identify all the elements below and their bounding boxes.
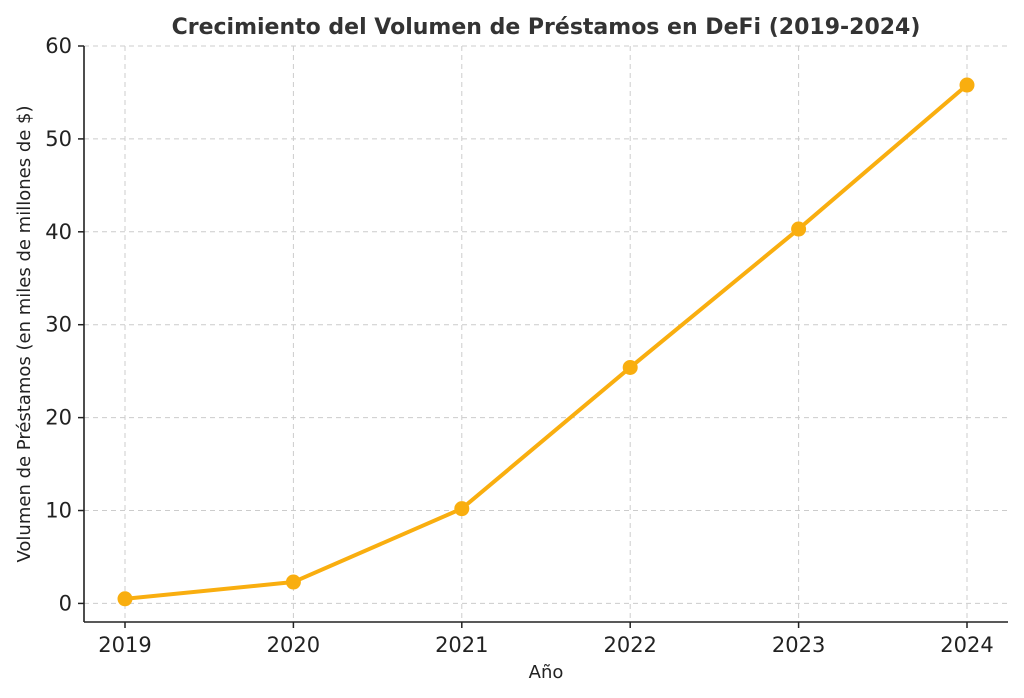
y-tick-label: 10: [45, 499, 72, 523]
data-point: [454, 501, 470, 517]
x-tick-label: 2023: [772, 633, 825, 657]
data-point: [791, 221, 807, 237]
y-tick-label: 0: [59, 591, 72, 615]
axes-layer: [83, 46, 1008, 623]
x-tick-label: 2019: [98, 633, 151, 657]
x-tick-label: 2024: [940, 633, 993, 657]
series-layer: [117, 77, 975, 607]
x-axis-label: Año: [529, 662, 564, 683]
y-axis-label: Volumen de Préstamos (en miles de millon…: [14, 105, 35, 562]
grid-layer: [84, 45, 1008, 622]
y-tick-label: 40: [45, 220, 72, 244]
y-tick-label: 30: [45, 313, 72, 337]
data-point: [959, 77, 975, 93]
y-tick-label: 60: [45, 34, 72, 58]
chart-title: Crecimiento del Volumen de Préstamos en …: [172, 15, 921, 40]
y-tick-label: 20: [45, 406, 72, 430]
series-line: [123, 83, 969, 601]
data-point: [285, 574, 301, 590]
data-point: [117, 591, 133, 607]
ticks-layer: 0 10 20 30 40 50 60 2019 2020 2021 2022 2023 2024: [45, 34, 993, 657]
y-tick-label: 50: [45, 127, 72, 151]
x-tick-label: 2022: [603, 633, 656, 657]
x-tick-label: 2020: [267, 633, 320, 657]
x-tick-label: 2021: [435, 633, 488, 657]
data-point: [622, 359, 638, 375]
